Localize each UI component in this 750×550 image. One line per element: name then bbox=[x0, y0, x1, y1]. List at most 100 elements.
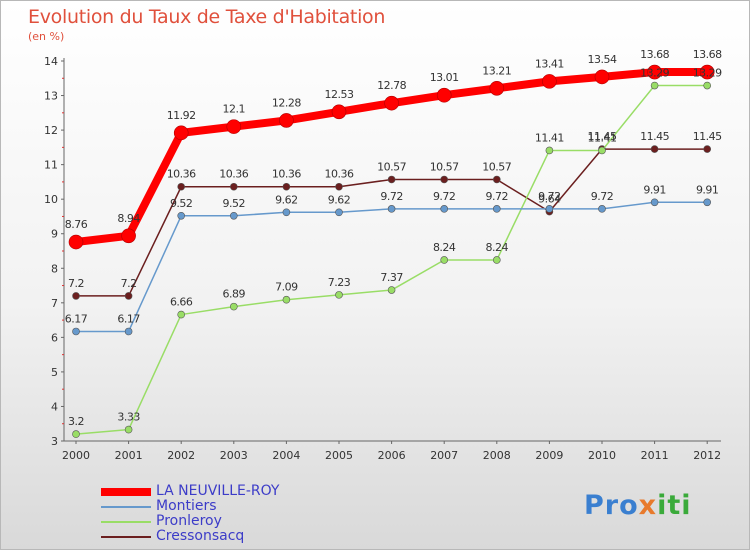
y-tick-label: 4 bbox=[51, 400, 58, 413]
data-point bbox=[124, 425, 133, 434]
data-point bbox=[492, 175, 501, 184]
data-label: 11.45 bbox=[693, 130, 722, 143]
series-line bbox=[75, 201, 708, 333]
data-label: 9.91 bbox=[643, 183, 666, 196]
data-point bbox=[387, 286, 396, 294]
data-label: 6.17 bbox=[65, 312, 88, 325]
data-point bbox=[703, 145, 712, 153]
data-label: 13.29 bbox=[640, 67, 669, 80]
data-label: 12.28 bbox=[272, 96, 301, 109]
data-point bbox=[331, 104, 347, 120]
data-label: 3.33 bbox=[117, 411, 140, 424]
logo-part2: x bbox=[638, 490, 658, 521]
data-point bbox=[387, 175, 396, 184]
data-label: 7.2 bbox=[68, 277, 84, 290]
data-point bbox=[282, 182, 291, 191]
y-tick-label: 8 bbox=[51, 262, 58, 275]
data-point bbox=[598, 205, 606, 213]
data-point bbox=[279, 113, 294, 128]
y-tick-label: 12 bbox=[44, 124, 58, 137]
data-point bbox=[440, 205, 449, 213]
x-tick-label: 2000 bbox=[62, 449, 90, 462]
data-label: 9.72 bbox=[433, 190, 456, 203]
x-tick-label: 2008 bbox=[483, 449, 511, 462]
y-tick-label: 14 bbox=[44, 55, 58, 68]
data-label: 10.57 bbox=[377, 160, 406, 173]
data-label: 9.72 bbox=[591, 190, 614, 203]
data-label: 7.2 bbox=[121, 277, 137, 290]
y-tick-label: 10 bbox=[44, 193, 58, 206]
data-point bbox=[230, 182, 238, 191]
data-label: 10.57 bbox=[430, 160, 459, 173]
data-point bbox=[335, 182, 343, 191]
data-label: 10.36 bbox=[325, 168, 354, 181]
data-point bbox=[703, 198, 712, 207]
data-point bbox=[542, 74, 557, 89]
data-label: 9.64 bbox=[538, 193, 561, 206]
data-point bbox=[177, 182, 185, 191]
data-label: 9.91 bbox=[696, 183, 719, 196]
data-point bbox=[650, 198, 659, 207]
data-point bbox=[173, 125, 189, 141]
data-label: 8.76 bbox=[65, 218, 88, 231]
data-label: 8.94 bbox=[117, 212, 140, 225]
data-point bbox=[598, 146, 606, 155]
data-point bbox=[545, 146, 554, 155]
data-point bbox=[650, 81, 659, 90]
x-tick-label: 2005 bbox=[325, 449, 353, 462]
y-tick-label: 11 bbox=[44, 159, 58, 172]
data-label: 13.68 bbox=[693, 48, 722, 61]
data-point bbox=[647, 64, 662, 80]
data-label: 7.09 bbox=[275, 281, 298, 294]
data-label: 8.24 bbox=[433, 241, 456, 254]
data-point bbox=[440, 256, 449, 264]
proxiti-logo: Proxiti bbox=[584, 490, 692, 521]
data-point bbox=[282, 295, 291, 304]
data-point bbox=[124, 327, 133, 336]
data-label: 12.53 bbox=[325, 88, 354, 101]
data-point bbox=[177, 310, 185, 319]
data-label: 9.52 bbox=[223, 197, 246, 210]
x-tick-label: 2007 bbox=[430, 449, 458, 462]
data-point bbox=[492, 205, 501, 213]
data-point bbox=[230, 302, 238, 311]
data-label: 12.78 bbox=[377, 79, 406, 92]
data-label: 11.92 bbox=[167, 109, 196, 122]
data-label: 6.89 bbox=[223, 288, 246, 301]
data-point bbox=[121, 228, 136, 244]
data-label: 6.17 bbox=[117, 312, 140, 325]
data-label: 8.24 bbox=[486, 241, 509, 254]
data-label: 13.01 bbox=[430, 71, 459, 84]
data-label: 10.36 bbox=[167, 168, 196, 181]
data-label: 9.52 bbox=[170, 197, 193, 210]
y-tick-label: 5 bbox=[51, 366, 58, 379]
data-point bbox=[72, 430, 80, 438]
data-label: 11.41 bbox=[535, 131, 564, 144]
data-label: 10.36 bbox=[272, 168, 301, 181]
data-label: 11.45 bbox=[640, 130, 669, 143]
data-point bbox=[489, 80, 505, 96]
data-point bbox=[335, 291, 343, 299]
y-tick-label: 9 bbox=[51, 228, 58, 241]
data-point bbox=[124, 292, 133, 300]
y-tick-label: 3 bbox=[51, 435, 58, 448]
legend-swatch-la-neuville-roy bbox=[101, 488, 151, 496]
x-tick-label: 2001 bbox=[115, 449, 143, 462]
data-point bbox=[68, 234, 84, 250]
x-tick-label: 2010 bbox=[588, 449, 616, 462]
logo-part3: iti bbox=[657, 490, 692, 521]
data-label: 13.41 bbox=[535, 57, 564, 70]
data-point bbox=[650, 145, 659, 153]
x-tick-label: 2003 bbox=[220, 449, 248, 462]
data-label: 13.29 bbox=[693, 67, 722, 80]
data-point bbox=[594, 69, 610, 85]
x-tick-label: 2009 bbox=[535, 449, 563, 462]
data-label: 9.62 bbox=[328, 193, 351, 206]
x-tick-label: 2011 bbox=[641, 449, 669, 462]
legend-label: Pronleroy bbox=[156, 513, 222, 529]
data-label: 6.66 bbox=[170, 296, 193, 309]
data-point bbox=[72, 292, 80, 300]
legend-label: Cressonsacq bbox=[156, 528, 245, 544]
